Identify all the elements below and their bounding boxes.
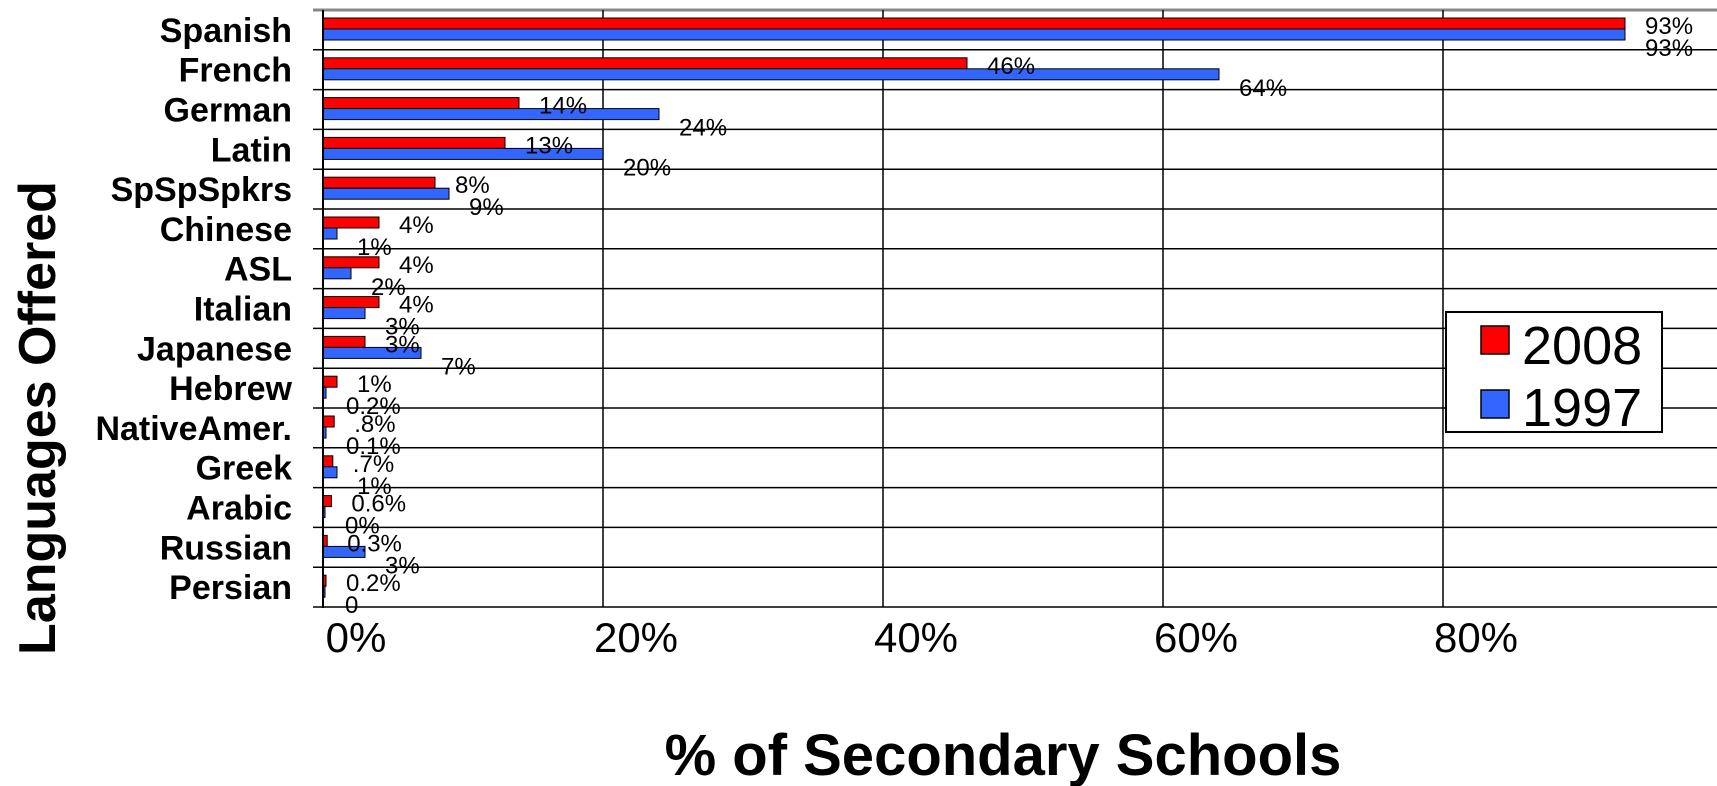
bar-1997 [322, 267, 352, 280]
bar-1997 [322, 108, 660, 121]
data-label-2008: .7% [353, 451, 394, 478]
legend-label-2008: 2008 [1522, 316, 1642, 376]
data-label-2008: 3% [385, 331, 420, 358]
category-label: Greek [196, 450, 292, 488]
bar-2008 [322, 455, 334, 468]
data-label-1997: 1% [357, 473, 392, 500]
legend: 2008 1997 [1445, 311, 1663, 438]
x-tick-label: 0% [326, 614, 387, 661]
data-label-1997: 93% [1645, 35, 1693, 62]
category-label: Arabic [186, 490, 292, 528]
data-label-2008: 93% [1645, 13, 1693, 40]
data-label-2008: 14% [539, 93, 587, 120]
category-label: French [179, 52, 292, 90]
data-label-2008: 46% [987, 53, 1035, 80]
grid-lines [313, 8, 1717, 608]
bar-2008 [322, 495, 332, 508]
data-label-1997: 2% [371, 274, 406, 301]
data-label-1997: 0.1% [346, 433, 401, 460]
x-tick-label: 40% [874, 614, 958, 661]
category-label: Italian [194, 291, 292, 329]
bar-2008 [322, 17, 1626, 30]
bar-2008 [322, 176, 436, 189]
data-label-1997: 9% [469, 194, 504, 221]
data-label-1997: 24% [679, 115, 727, 142]
data-label-1997: 7% [441, 353, 476, 380]
data-label-2008: 0.6% [351, 491, 406, 518]
bar-2008 [322, 216, 380, 229]
data-label-2008: 1% [357, 371, 392, 398]
data-label-1997: 0.2% [346, 393, 401, 420]
data-labels: 93%46%14%13%8%4%4%4%3%1%.8%.7%0.6%0.3%0.… [345, 13, 1693, 619]
bar-2008 [322, 97, 520, 110]
data-label-2008: 4% [399, 292, 434, 319]
bar-2008 [322, 335, 366, 348]
data-label-1997: 3% [385, 552, 420, 579]
data-label-1997: 3% [385, 314, 420, 341]
x-tick-label: 80% [1434, 614, 1518, 661]
legend-swatch-2008 [1480, 325, 1510, 355]
data-label-1997: 0% [345, 513, 380, 540]
category-label: ASL [224, 251, 292, 289]
category-label: Hebrew [169, 370, 292, 408]
bar-1997 [322, 28, 1626, 41]
data-label-2008: 0.2% [346, 570, 401, 597]
bar-1997 [322, 307, 366, 320]
category-label: German [164, 92, 293, 130]
x-axis-title: % of Secondary Schools [665, 723, 1342, 786]
bar-2008 [322, 136, 506, 149]
bars [322, 17, 1626, 598]
y-axis-title: Languages Offered [9, 181, 67, 655]
data-label-2008: 8% [455, 172, 490, 199]
bar-1997 [322, 187, 450, 200]
data-label-1997: 64% [1239, 75, 1287, 102]
category-label: Persian [169, 569, 292, 607]
category-label: Russian [160, 529, 292, 567]
bar-1997 [322, 466, 338, 479]
data-label-2008: 4% [399, 212, 434, 239]
legend-label-1997: 1997 [1522, 378, 1642, 438]
bar-2008 [322, 57, 968, 70]
bar-2008 [322, 415, 335, 428]
category-label: NativeAmer. [95, 410, 292, 448]
category-label: Japanese [137, 330, 292, 368]
category-labels: SpanishFrenchGermanLatinSpSpSpkrsChinese… [95, 12, 292, 607]
category-label: Spanish [160, 12, 292, 50]
data-label-2008: .8% [354, 411, 395, 438]
data-label-1997: 20% [623, 154, 671, 181]
data-label-2008: 0.3% [347, 530, 402, 557]
category-label: SpSpSpkrs [111, 171, 292, 209]
data-label-2008: 13% [525, 132, 573, 159]
data-label-1997: 1% [357, 234, 392, 261]
category-label: Latin [211, 131, 292, 169]
bar-2008 [322, 375, 338, 388]
bar-1997 [322, 227, 338, 240]
x-tick-label: 60% [1154, 614, 1238, 661]
category-label: Chinese [160, 211, 292, 249]
x-tick-label: 20% [594, 614, 678, 661]
bar-1997 [322, 68, 1220, 81]
data-label-2008: 4% [399, 252, 434, 279]
data-label-1997: 0 [345, 592, 358, 619]
x-tick-labels: 0% 20% 40% 60% 80% [326, 614, 1518, 661]
legend-swatch-1997 [1480, 389, 1510, 419]
